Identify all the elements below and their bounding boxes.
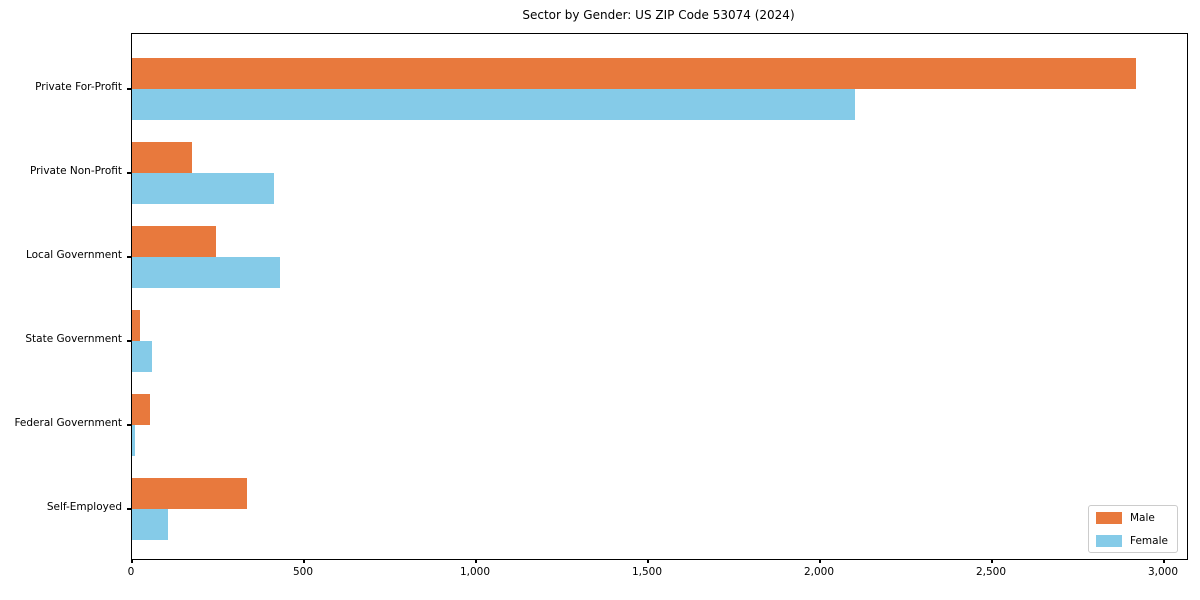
y-tick-label: Private For-Profit: [35, 81, 122, 93]
x-tick-mark: [1163, 559, 1165, 563]
female-color-swatch: [1096, 535, 1122, 547]
bar-male-federal-government: [132, 394, 150, 425]
bar-female-self-employed: [132, 509, 169, 540]
legend-label-male: Male: [1130, 512, 1155, 524]
x-tick-mark: [647, 559, 649, 563]
y-tick-mark: [127, 424, 131, 426]
x-tick-label: 1,000: [459, 566, 491, 578]
legend-entry-female: Female: [1096, 535, 1169, 547]
x-tick-label: 0: [127, 566, 135, 578]
legend-entry-male: Male: [1096, 512, 1169, 524]
x-tick-mark: [475, 559, 477, 563]
x-tick-label: 1,500: [631, 566, 663, 578]
x-tick-label: 2,000: [803, 566, 835, 578]
bar-male-local-government: [132, 226, 217, 257]
bar-female-private-for-profit: [132, 89, 856, 120]
chart-title: Sector by Gender: US ZIP Code 53074 (202…: [522, 8, 795, 22]
y-tick-mark: [127, 340, 131, 342]
bar-male-private-non-profit: [132, 142, 192, 173]
x-tick-mark: [131, 559, 133, 563]
x-tick-label: 2,500: [975, 566, 1007, 578]
y-tick-label: Private Non-Profit: [29, 165, 122, 177]
bar-male-private-for-profit: [132, 58, 1136, 89]
x-tick-mark: [303, 559, 305, 563]
legend: Male Female: [1088, 505, 1178, 553]
y-tick-mark: [127, 88, 131, 90]
bar-female-state-government: [132, 341, 152, 372]
bar-female-local-government: [132, 257, 280, 288]
y-tick-label: State Government: [25, 333, 122, 345]
bar-female-private-non-profit: [132, 173, 274, 204]
x-tick-mark: [991, 559, 993, 563]
y-tick-mark: [127, 508, 131, 510]
x-tick-label: 3,000: [1147, 566, 1179, 578]
bar-female-federal-government: [132, 425, 136, 456]
y-tick-mark: [127, 256, 131, 258]
plot-area: [127, 33, 1188, 563]
bar-male-state-government: [132, 310, 140, 341]
x-tick-mark: [819, 559, 821, 563]
male-color-swatch: [1096, 512, 1122, 524]
y-tick-label: Local Government: [25, 249, 122, 261]
y-tick-label: Federal Government: [14, 417, 122, 429]
y-tick-mark: [127, 172, 131, 174]
legend-label-female: Female: [1130, 535, 1168, 547]
bar-male-self-employed: [132, 478, 247, 509]
x-tick-label: 500: [292, 566, 314, 578]
y-tick-label: Self-Employed: [46, 501, 122, 513]
